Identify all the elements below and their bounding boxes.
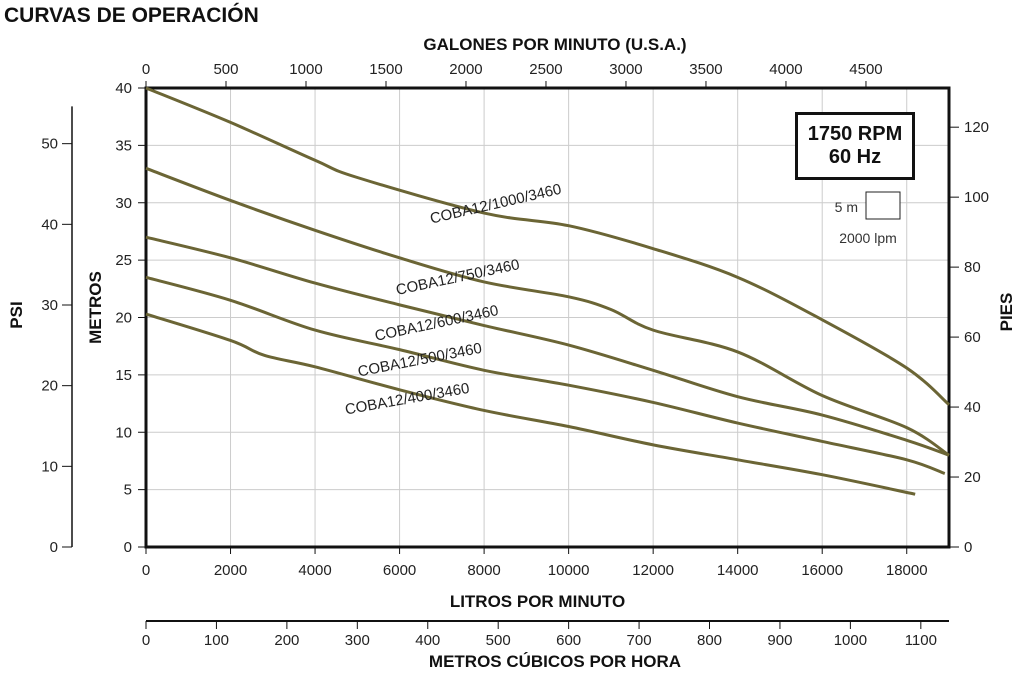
top-tick-label: 1000: [289, 61, 322, 78]
pies-tick-label: 60: [964, 329, 981, 346]
series-line: [145, 312, 916, 496]
top-axis-label: GALONES POR MINUTO (U.S.A.): [423, 35, 686, 54]
x-tick-label: 8000: [467, 562, 500, 579]
top-tick-label: 2500: [529, 61, 562, 78]
y-tick-label: 35: [115, 137, 132, 154]
m3h-tick-label: 300: [345, 632, 370, 649]
rpm-label: 1750 RPM: [807, 123, 903, 145]
top-tick-label: 4000: [769, 61, 802, 78]
y-tick-label: 20: [115, 310, 132, 327]
y-tick-label: 15: [115, 367, 132, 384]
y-tick-label: 30: [115, 195, 132, 212]
chart-title: CURVAS DE OPERACIÓN: [4, 4, 259, 27]
psi-tick-label: 30: [41, 297, 58, 314]
x-tick-label: 0: [142, 562, 150, 579]
m3h-tick-label: 0: [142, 632, 150, 649]
pies-tick-label: 40: [964, 399, 981, 416]
m3h-tick-label: 800: [697, 632, 722, 649]
scale-legend-vertical: 5 m: [835, 199, 858, 215]
rpm-box: 1750 RPM 60 Hz: [795, 112, 915, 180]
y-tick-label: 0: [124, 539, 132, 556]
y-tick-label: 40: [115, 80, 132, 97]
m3h-tick-label: 200: [274, 632, 299, 649]
y-tick-label: 5: [124, 482, 132, 499]
pies-tick-label: 120: [964, 119, 989, 136]
x-tick-label: 6000: [383, 562, 416, 579]
top-tick-label: 3000: [609, 61, 642, 78]
m3h-tick-label: 900: [767, 632, 792, 649]
m3h-tick-label: 400: [415, 632, 440, 649]
m3h-tick-label: 100: [204, 632, 229, 649]
m3h-tick-label: 600: [556, 632, 581, 649]
hz-label: 60 Hz: [828, 146, 882, 168]
x-tick-label: 10000: [548, 562, 590, 579]
series-line: [145, 275, 946, 475]
psi-tick-label: 10: [41, 458, 58, 475]
m3h-tick-label: 500: [486, 632, 511, 649]
x-tick-label: 16000: [801, 562, 843, 579]
y-tick-label: 10: [115, 424, 132, 441]
pies-tick-label: 80: [964, 259, 981, 276]
psi-tick-label: 20: [41, 378, 58, 395]
y-axis-label: METROS: [86, 271, 105, 344]
pies-axis-label: PIES: [997, 293, 1016, 332]
m3h-axis-label: METROS CÚBICOS POR HORA: [429, 652, 681, 671]
scale-legend-box: [865, 191, 901, 220]
y-tick-label: 25: [115, 252, 132, 269]
x-tick-label: 4000: [298, 562, 331, 579]
x-tick-label: 14000: [717, 562, 759, 579]
series-line: [145, 86, 950, 406]
top-tick-label: 500: [213, 61, 238, 78]
pies-tick-label: 0: [964, 539, 972, 556]
series-line: [145, 166, 950, 457]
m3h-tick-label: 1000: [834, 632, 867, 649]
top-tick-label: 2000: [449, 61, 482, 78]
x-axis-label: LITROS POR MINUTO: [450, 592, 625, 611]
m3h-tick-label: 1100: [905, 632, 937, 649]
top-tick-label: 1500: [369, 61, 402, 78]
top-tick-label: 4500: [849, 61, 882, 78]
pies-tick-label: 100: [964, 189, 989, 206]
pies-tick-label: 20: [964, 469, 981, 486]
psi-axis-label: PSI: [7, 301, 26, 328]
scale-legend-horizontal: 2000 lpm: [839, 230, 897, 246]
series-line: [145, 235, 950, 457]
top-tick-label: 0: [142, 61, 150, 78]
x-tick-label: 12000: [632, 562, 674, 579]
series-label: COBA12/400/3460: [344, 380, 471, 419]
psi-tick-label: 0: [50, 539, 58, 556]
top-tick-label: 3500: [689, 61, 722, 78]
m3h-tick-label: 700: [627, 632, 652, 649]
x-tick-label: 18000: [886, 562, 928, 579]
psi-tick-label: 50: [41, 136, 58, 153]
psi-tick-label: 40: [41, 216, 58, 233]
x-tick-label: 2000: [214, 562, 247, 579]
